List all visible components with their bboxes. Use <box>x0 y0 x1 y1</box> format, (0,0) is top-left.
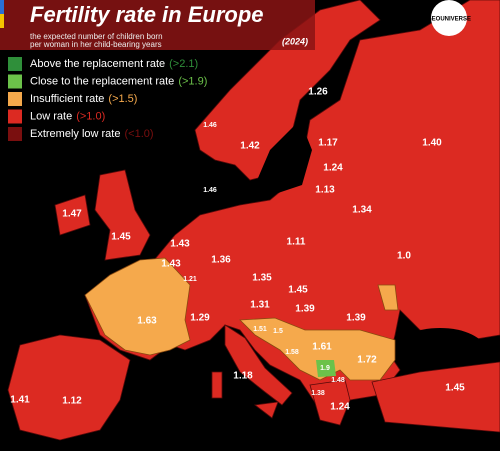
flag-blue <box>0 0 4 14</box>
great-britain <box>94 169 151 261</box>
black-sea <box>395 328 485 372</box>
region-value: 1.46 <box>203 187 217 194</box>
region-value: 1.58 <box>285 349 299 356</box>
region-value: 1.31 <box>250 300 270 311</box>
turkey <box>371 361 500 433</box>
legend-label: Extremely low rate (<1.0) <box>30 128 154 140</box>
france <box>84 257 191 356</box>
sicily <box>253 401 279 419</box>
legend-swatch <box>8 109 22 124</box>
legend-threshold: (<1.0) <box>124 128 153 140</box>
baltic-sea <box>255 120 312 195</box>
legend-threshold: (>2.1) <box>169 58 198 70</box>
region-value: 1.61 <box>312 342 332 353</box>
legend-text: Insufficient rate <box>30 93 104 105</box>
region-value: 1.46 <box>203 122 217 129</box>
region-value: 1.42 <box>240 141 260 152</box>
region-value: 1.48 <box>331 377 345 384</box>
header-box <box>0 0 315 50</box>
region-value: 1.12 <box>62 396 82 407</box>
iberia <box>7 334 131 441</box>
balkans <box>239 317 396 381</box>
year: (2024) <box>282 36 308 46</box>
flag-yellow <box>0 14 4 28</box>
legend-label: Low rate (>1.0) <box>30 110 105 122</box>
region-value: 1.38 <box>311 390 325 397</box>
land-shapes <box>7 0 500 441</box>
region-value: 1.39 <box>346 313 366 324</box>
region-value: 1.43 <box>161 259 181 270</box>
region-value: 1.35 <box>252 273 272 284</box>
region-value: 1.26 <box>308 87 328 98</box>
legend-threshold: (>1.5) <box>108 93 137 105</box>
region-value: 1.29 <box>190 313 210 324</box>
legend-label: Insufficient rate (>1.5) <box>30 93 137 105</box>
region-value: 1.51 <box>253 326 267 333</box>
region-value: 1.36 <box>211 255 231 266</box>
region-value: 1.40 <box>422 138 442 149</box>
moldova <box>377 284 399 311</box>
legend-label: Above the replacement rate (>2.1) <box>30 58 198 70</box>
region-value: 1.18 <box>233 371 253 382</box>
region-value: 1.41 <box>10 395 30 406</box>
greece <box>309 379 351 426</box>
region-value: 1.0 <box>397 251 411 262</box>
title: Fertility rate in Europe <box>30 2 264 27</box>
region-labels: 1.26 1.46 1.42 1.17 1.40 1.24 1.13 1.46 1.47 1.34… <box>10 87 465 413</box>
region-value: 1.21 <box>183 276 197 283</box>
legend-swatch <box>8 57 22 71</box>
region-value: 1.5 <box>273 328 283 335</box>
subtitle: per woman in her child-bearing years <box>30 40 162 49</box>
region-value: 1.13 <box>315 185 335 196</box>
region-value: 1.45 <box>288 285 308 296</box>
legend-text: Low rate <box>30 110 72 122</box>
legend-text: Close to the replacement rate <box>30 75 174 87</box>
italy <box>224 324 293 406</box>
legend-swatch <box>8 92 22 106</box>
region-value: 1.17 <box>318 138 338 149</box>
legend-swatch <box>8 127 22 141</box>
brand: GEOUNIVERSE <box>427 17 471 23</box>
legend-swatch <box>8 74 22 89</box>
region-value: 1.72 <box>357 355 377 366</box>
region-value: 1.24 <box>330 402 350 413</box>
region-value: 1.45 <box>445 383 465 394</box>
subtitle: the expected number of children born <box>30 32 163 41</box>
region-value: 1.45 <box>111 232 131 243</box>
region-value: 1.63 <box>137 316 157 327</box>
region-value: 1.24 <box>323 163 343 174</box>
north-macedonia <box>316 360 336 377</box>
legend-label: Close to the replacement rate (>1.9) <box>30 75 207 87</box>
region-value: 1.43 <box>170 239 190 250</box>
legend-threshold: (>1.0) <box>76 110 105 122</box>
ireland <box>54 194 91 236</box>
region-value: 1.39 <box>295 304 315 315</box>
region-value: 1.11 <box>287 237 306 248</box>
legend-text: Extremely low rate <box>30 128 120 140</box>
region-value: 1.34 <box>352 205 372 216</box>
legend: Above the replacement rate (>2.1) Close to… <box>8 57 207 141</box>
region-value: 1.47 <box>62 209 82 220</box>
legend-text: Above the replacement rate <box>30 58 165 70</box>
region-value: 1.9 <box>320 365 330 372</box>
sardinia <box>211 371 223 399</box>
legend-threshold: (>1.9) <box>178 75 207 87</box>
brand-logo <box>431 0 467 36</box>
